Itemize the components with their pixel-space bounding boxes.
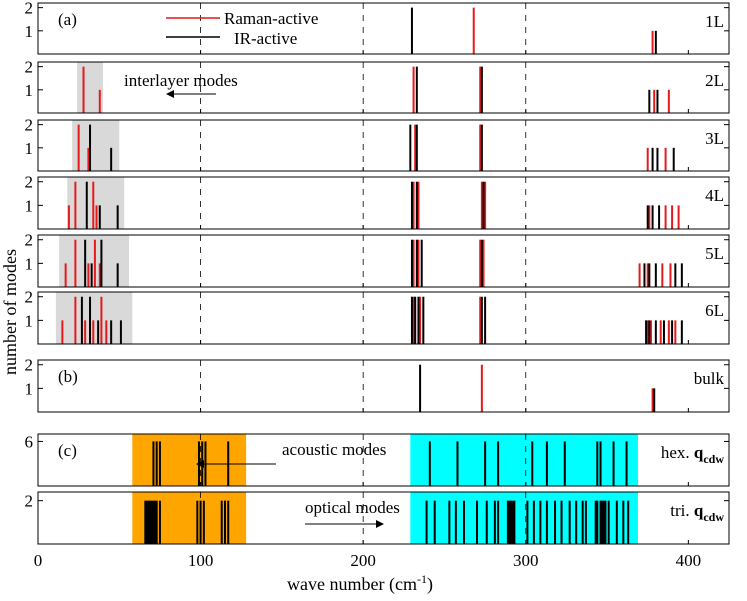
panel-tag: (a) bbox=[58, 10, 77, 29]
panel-label: 6L bbox=[705, 301, 724, 320]
y-tick-label: 2 bbox=[25, 0, 34, 18]
x-tick-label: 0 bbox=[34, 551, 43, 570]
panel-frame bbox=[37, 359, 730, 413]
y-axis-label: number of modes bbox=[0, 249, 20, 375]
y-tick-label: 2 bbox=[25, 231, 34, 250]
y-tick-label: 2 bbox=[25, 356, 34, 375]
panel-label: 5L bbox=[705, 244, 724, 263]
panel-label: bulk bbox=[694, 369, 725, 388]
acoustic-label: acoustic modes bbox=[282, 440, 386, 459]
y-tick-label: 1 bbox=[25, 379, 34, 398]
y-tick-label: 2 bbox=[25, 58, 34, 77]
panel-frame bbox=[37, 176, 730, 230]
y-tick-label: 2 bbox=[25, 288, 34, 307]
panel-tag: (b) bbox=[58, 367, 78, 386]
x-tick-label: 100 bbox=[188, 551, 214, 570]
panel-tag: (c) bbox=[58, 441, 77, 460]
panel-label: 1L bbox=[705, 12, 724, 31]
legend: Raman-active IR-active bbox=[166, 9, 318, 48]
panel-label: tri. qcdw bbox=[670, 501, 724, 524]
y-tick-label: 6 bbox=[25, 432, 34, 451]
panel-3: 1 2 4L bbox=[25, 173, 730, 230]
x-axis-label: wave number (cm-1) bbox=[287, 572, 433, 595]
x-tick-label: 400 bbox=[676, 551, 702, 570]
y-tick-label: 1 bbox=[25, 22, 34, 41]
optical-arrow-head bbox=[376, 520, 384, 528]
x-tick-label: 200 bbox=[350, 551, 376, 570]
panel-frame bbox=[37, 433, 730, 487]
interlayer-label: interlayer modes bbox=[124, 71, 238, 90]
panel-frame bbox=[37, 61, 730, 114]
legend-ir-label: IR-active bbox=[234, 29, 297, 48]
y-tick-label: 1 bbox=[25, 254, 34, 273]
optical-label: optical modes bbox=[305, 498, 400, 517]
legend-raman-label: Raman-active bbox=[224, 9, 318, 28]
y-tick-label: 1 bbox=[25, 139, 34, 158]
panel-4: 1 2 5L bbox=[25, 231, 730, 288]
panel-label: 2L bbox=[705, 71, 724, 90]
panel-6: 1 2 (b) bulk bbox=[25, 356, 730, 413]
panel-8: 2 tri. qcdw optical modes bbox=[25, 491, 730, 545]
y-tick-label: 2 bbox=[25, 116, 34, 135]
x-tick-label: 300 bbox=[513, 551, 539, 570]
interlayer-region bbox=[77, 62, 104, 113]
x-axis: 0 100 200 300 400 bbox=[34, 551, 701, 570]
panel-frame bbox=[37, 291, 730, 345]
interlayer-annotation: interlayer modes bbox=[124, 71, 238, 98]
acoustic-arrow-head bbox=[196, 460, 204, 468]
panel-frame bbox=[37, 491, 730, 545]
panel-0: 1 2 (a) 1L bbox=[25, 0, 730, 55]
y-tick-label: 2 bbox=[25, 492, 34, 511]
panel-label: 4L bbox=[705, 186, 724, 205]
panel-label: 3L bbox=[705, 129, 724, 148]
chart-panels: 1 2 (a) 1L 1 2 2L 1 2 3L 1 2 4L 1 2 5L 1 2 6L 1 2 (b) bulk 6 (c)… bbox=[25, 0, 730, 545]
optical-region bbox=[410, 434, 638, 486]
acoustic-region bbox=[132, 434, 247, 486]
y-tick-label: 1 bbox=[25, 311, 34, 330]
y-tick-label: 1 bbox=[25, 196, 34, 215]
panel-label: hex. qcdw bbox=[661, 443, 725, 466]
panel-2: 1 2 3L bbox=[25, 116, 730, 172]
interlayer-arrow-head bbox=[166, 90, 174, 98]
panel-5: 1 2 6L bbox=[25, 288, 730, 345]
panel-frame bbox=[37, 119, 730, 172]
panel-1: 1 2 2L bbox=[25, 58, 730, 114]
panel-7: 6 (c) hex. qcdw acoustic modes bbox=[25, 432, 730, 487]
y-tick-label: 2 bbox=[25, 173, 34, 192]
y-tick-label: 1 bbox=[25, 81, 34, 100]
panel-frame bbox=[37, 2, 730, 55]
panel-frame bbox=[37, 234, 730, 288]
